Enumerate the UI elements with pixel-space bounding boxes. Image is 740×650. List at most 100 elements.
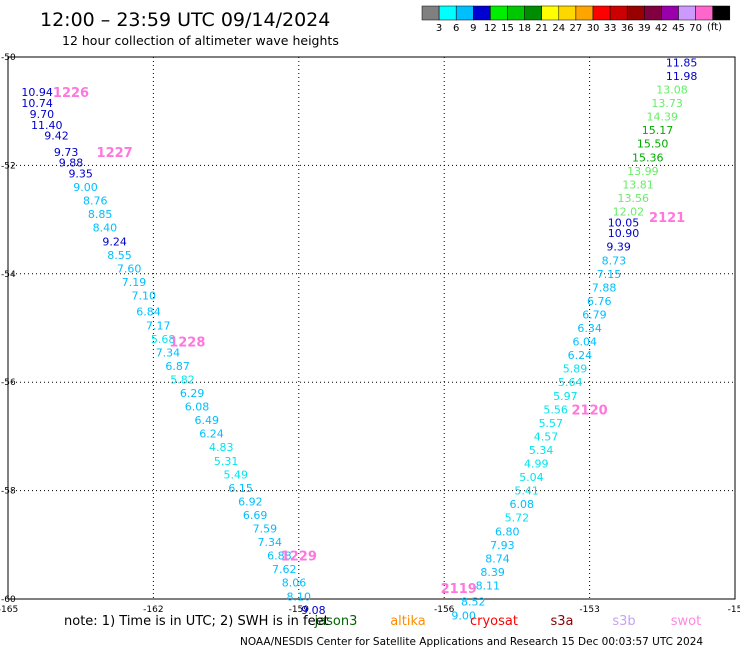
wave-height-label: 5.34	[529, 444, 554, 457]
track-number-label: 1227	[97, 146, 133, 161]
track-number-label: 1229	[281, 550, 317, 565]
wave-height-label: 6.08	[509, 498, 534, 511]
wave-height-label: 5.56	[543, 403, 568, 416]
legend-swatch	[473, 5, 491, 21]
legend-swatch	[541, 5, 560, 21]
y-tick-label: -52	[1, 161, 16, 171]
legend-tick-label: 15	[501, 23, 514, 34]
legend-swatch	[661, 5, 679, 21]
wave-height-label: 9.70	[30, 108, 55, 121]
y-tick-label: -58	[1, 487, 16, 497]
legend-tick-label: 27	[570, 23, 583, 34]
legend-tick-label: 33	[604, 23, 617, 34]
satellite-name: altika	[390, 614, 426, 629]
wave-height-label: 5.68	[151, 333, 176, 346]
wave-height-label: 14.39	[647, 111, 679, 124]
wave-height-label: 5.89	[563, 363, 588, 376]
wave-height-label: 9.00	[451, 609, 476, 622]
legend-swatch	[644, 5, 662, 21]
y-tick-label: -56	[1, 378, 16, 388]
wave-height-label: 9.42	[44, 130, 69, 143]
legend-swatch	[558, 5, 577, 21]
legend-swatch	[695, 5, 713, 21]
wave-height-label: 8.39	[480, 566, 505, 579]
chart-subtitle: 12 hour collection of altimeter wave hei…	[62, 33, 339, 48]
track-number-label: 2119	[441, 582, 477, 597]
track-number-label: 2121	[649, 211, 685, 226]
wave-height-label: 13.81	[622, 178, 654, 191]
wave-height-label: 5.97	[553, 390, 578, 403]
wave-height-label: 7.19	[122, 276, 147, 289]
y-tick-label: -54	[1, 270, 16, 280]
legend-tick-label: 30	[587, 23, 600, 34]
wave-height-label: 6.79	[582, 308, 607, 321]
wave-height-label: 8.52	[461, 596, 486, 609]
wave-height-label: 6.24	[568, 349, 593, 362]
wave-height-label: 9.88	[59, 157, 84, 170]
satellite-name: jason3	[314, 614, 358, 629]
legend-swatch	[507, 5, 525, 21]
x-tick-label: -159	[289, 605, 310, 615]
legend-swatch	[575, 5, 594, 21]
satellite-legend: jason3 altika cryosat s3a s3b swot	[314, 614, 702, 629]
data-labels: 10.9410.749.7011.409.429.739.889.359.008…	[21, 56, 697, 622]
wave-height-label: 4.57	[534, 430, 559, 443]
wave-height-label: 6.34	[577, 322, 602, 335]
legend-tick-label: 9	[470, 23, 476, 34]
wave-height-label: 4.99	[524, 458, 549, 471]
wave-height-label: 9.39	[606, 241, 631, 254]
wave-height-label: 7.88	[592, 281, 617, 294]
wave-height-label: 9.24	[102, 235, 127, 248]
x-tick-label: -156	[434, 605, 455, 615]
wave-height-label: 5.82	[170, 373, 195, 386]
wave-height-label: 8.85	[88, 208, 113, 221]
legend-swatch	[712, 5, 731, 21]
track-number-label: 1228	[169, 336, 205, 351]
wave-height-label: 10.94	[21, 86, 53, 99]
legend-tick-label: 70	[689, 23, 702, 34]
wave-height-label: 7.34	[257, 536, 282, 549]
wave-height-label: 6.24	[199, 428, 224, 441]
wave-height-label: 7.10	[131, 289, 156, 302]
legend-tick-label: 39	[638, 23, 651, 34]
legend-tick-label: 45	[672, 23, 685, 34]
wave-height-label: 13.99	[627, 165, 659, 178]
wave-height-label: 7.15	[597, 268, 622, 281]
satellite-name: cryosat	[470, 614, 518, 629]
legend-tick-label: 36	[621, 23, 634, 34]
x-tick-label: -153	[579, 605, 599, 615]
legend-tick-label: 3	[436, 23, 442, 34]
wave-height-label: 10.74	[21, 97, 53, 110]
track-number-label: 2120	[572, 403, 608, 418]
wave-height-label: 5.41	[514, 485, 539, 498]
wave-height-label: 11.40	[31, 119, 63, 132]
legend-unit: (ft)	[707, 22, 722, 33]
wave-height-label: 9.08	[301, 604, 326, 617]
wave-height-label: 5.57	[539, 417, 564, 430]
wave-height-label: 8.73	[602, 254, 627, 267]
wave-height-label: 5.04	[519, 471, 544, 484]
chart-title: 12:00 – 23:59 UTC 09/14/2024	[40, 9, 330, 31]
legend-swatch	[490, 5, 508, 21]
legend-swatch	[592, 5, 611, 21]
satellite-name: swot	[671, 614, 701, 629]
wave-height-label: 7.34	[156, 346, 181, 359]
wave-height-label: 13.08	[656, 84, 688, 97]
wave-height-label: 7.17	[146, 319, 171, 332]
wave-height-label: 9.35	[68, 168, 93, 181]
y-tick-label: -50	[1, 53, 16, 63]
wave-height-label: 15.50	[637, 138, 669, 151]
wave-height-label: 6.15	[228, 482, 253, 495]
wave-height-label: 6.04	[573, 336, 598, 349]
x-tick-label: -15	[728, 605, 740, 615]
wave-height-label: 7.60	[117, 262, 142, 275]
wave-height-label: 6.08	[185, 401, 210, 414]
wave-height-label: 10.05	[608, 216, 640, 229]
legend-tick-label: 24	[552, 23, 565, 34]
plot-frame	[7, 56, 736, 600]
wave-height-label: 9.00	[73, 181, 98, 194]
y-tick-label: -60	[1, 595, 16, 605]
grid-lines	[8, 57, 735, 599]
legend-tick-label: 42	[655, 23, 668, 34]
wave-height-label: 7.93	[490, 539, 515, 552]
